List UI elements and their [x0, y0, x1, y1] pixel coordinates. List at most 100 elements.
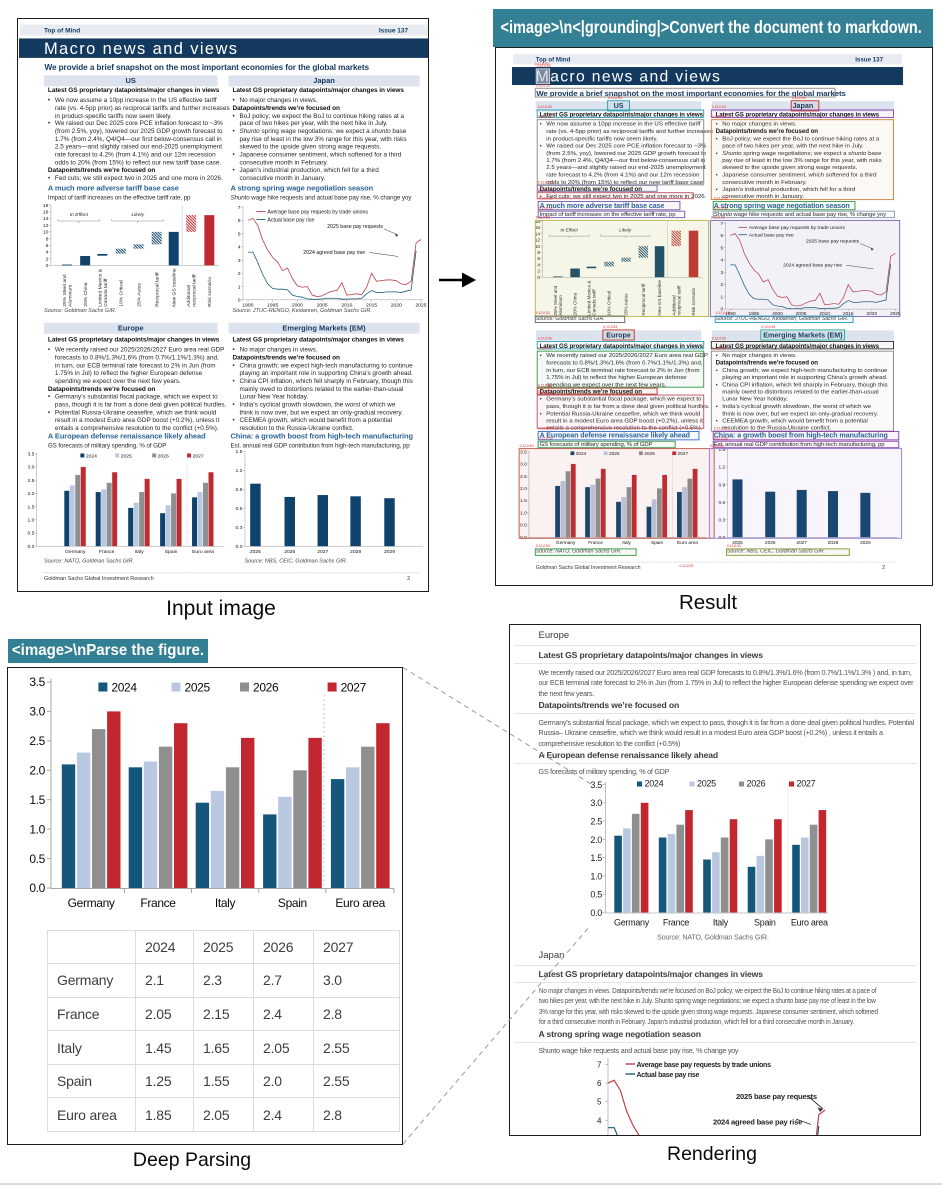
svg-text:1.5: 1.5 [520, 498, 527, 503]
svg-text:2.5: 2.5 [27, 478, 34, 484]
svg-text:2.5: 2.5 [520, 474, 527, 479]
svg-text:2025: 2025 [732, 540, 743, 545]
svg-text:reciprocal tariff: reciprocal tariff [191, 274, 197, 307]
svg-text:0.0: 0.0 [29, 881, 45, 895]
svg-text:2026: 2026 [157, 453, 168, 459]
svg-text:5: 5 [720, 245, 723, 250]
svg-text:1.2: 1.2 [235, 468, 242, 474]
svg-text:Likely: Likely [131, 212, 144, 218]
svg-text:France: France [662, 918, 689, 928]
svg-text:3.0: 3.0 [27, 465, 34, 471]
svg-text:New GS baseline: New GS baseline [171, 268, 177, 307]
svg-text:2024: 2024 [111, 681, 137, 695]
svg-text:Source: NATO, Goldman Sachs GI: Source: NATO, Goldman Sachs GIR. [657, 935, 769, 942]
svg-text:2026: 2026 [764, 540, 775, 545]
svg-text:0: 0 [237, 298, 240, 304]
svg-text:1.5: 1.5 [590, 853, 602, 863]
svg-text:Italy: Italy [215, 896, 236, 910]
svg-text:2025: 2025 [249, 549, 260, 555]
svg-text:1.5: 1.5 [718, 448, 725, 452]
svg-text:Additional: Additional [671, 295, 676, 315]
svg-text:4: 4 [597, 1116, 602, 1125]
svg-text:Actual base pay rise: Actual base pay rise [748, 233, 793, 239]
svg-text:Average base pay requests by t: Average base pay requests by trade union… [267, 210, 368, 216]
svg-text:2000: 2000 [291, 302, 302, 308]
svg-text:Spain: Spain [164, 549, 177, 555]
svg-text:Average base pay requests by t: Average base pay requests by trade union… [748, 225, 844, 231]
svg-text:2.0: 2.0 [27, 491, 34, 497]
svg-text:0.5: 0.5 [29, 852, 45, 866]
svg-text:reciprocal tariff: reciprocal tariff [676, 285, 681, 316]
svg-text:In Effect: In Effect [560, 228, 578, 233]
svg-text:5: 5 [237, 231, 240, 237]
svg-text:Italy: Italy [712, 918, 728, 928]
svg-text:2015: 2015 [842, 311, 853, 316]
svg-text:1.0: 1.0 [27, 518, 34, 524]
svg-text:Canada tariff: Canada tariff [102, 278, 108, 307]
svg-text:France: France [140, 896, 176, 910]
svg-text:6: 6 [237, 218, 240, 224]
svg-text:4: 4 [720, 258, 723, 263]
svg-text:Aluminum: Aluminum [558, 295, 563, 316]
svg-text:0.5: 0.5 [590, 890, 602, 900]
svg-text:Risk scenario: Risk scenario [207, 277, 213, 307]
svg-text:Euro area: Euro area [192, 549, 214, 555]
svg-text:10: 10 [534, 244, 540, 249]
svg-text:2027: 2027 [796, 779, 815, 789]
svg-text:0.3: 0.3 [235, 525, 242, 531]
svg-text:0.5: 0.5 [520, 523, 527, 528]
svg-text:12: 12 [42, 223, 48, 229]
svg-text:8: 8 [45, 236, 48, 242]
svg-text:Spain: Spain [278, 896, 307, 910]
svg-text:2024: 2024 [644, 779, 663, 789]
svg-text:2024 agreed base pay rise: 2024 agreed base pay rise [713, 1117, 802, 1126]
svg-text:1.0: 1.0 [590, 871, 602, 881]
svg-text:25% Steel and: 25% Steel and [552, 285, 557, 315]
svg-text:2025: 2025 [697, 779, 716, 789]
svg-text:France: France [98, 549, 114, 555]
svg-text:Spain: Spain [754, 918, 776, 928]
svg-text:2024 agreed base pay rise: 2024 agreed base pay rise [783, 263, 842, 269]
svg-text:2010: 2010 [819, 311, 830, 316]
svg-text:6: 6 [537, 256, 540, 261]
svg-text:0.9: 0.9 [235, 487, 242, 493]
svg-text:14: 14 [42, 216, 48, 222]
svg-text:Average base pay requests by t: Average base pay requests by trade union… [636, 1062, 771, 1069]
svg-text:Euro area: Euro area [335, 896, 385, 910]
svg-text:0.0: 0.0 [27, 544, 34, 550]
svg-text:3.5: 3.5 [29, 675, 45, 689]
svg-text:2026: 2026 [644, 451, 655, 456]
svg-text:2: 2 [45, 256, 48, 262]
svg-text:New GS baseline: New GS baseline [657, 280, 662, 316]
svg-text:0.9: 0.9 [718, 482, 725, 487]
svg-text:Germany: Germany [555, 540, 575, 545]
svg-text:1995: 1995 [748, 311, 759, 316]
svg-text:Additional: Additional [186, 285, 192, 307]
svg-text:2.0: 2.0 [520, 486, 527, 491]
svg-text:2029: 2029 [860, 540, 871, 545]
svg-text:2026: 2026 [284, 549, 295, 555]
svg-text:3: 3 [237, 258, 240, 264]
svg-text:2024: 2024 [575, 451, 586, 456]
svg-text:0.6: 0.6 [235, 506, 242, 512]
svg-text:2015: 2015 [366, 302, 377, 308]
svg-text:1990: 1990 [725, 311, 736, 316]
svg-text:6: 6 [720, 233, 723, 238]
svg-text:1: 1 [237, 284, 240, 290]
svg-text:14: 14 [534, 232, 540, 237]
svg-text:0: 0 [720, 307, 723, 312]
svg-text:2028: 2028 [827, 540, 838, 545]
svg-text:6: 6 [45, 243, 48, 249]
svg-text:2026: 2026 [253, 681, 279, 695]
svg-text:2027: 2027 [796, 540, 807, 545]
svg-text:1995: 1995 [267, 302, 278, 308]
svg-text:1.2: 1.2 [718, 465, 725, 470]
svg-text:2026: 2026 [746, 779, 765, 789]
svg-text:Euro area: Euro area [677, 540, 698, 545]
svg-text:Likely: Likely [619, 228, 632, 233]
svg-text:Limited Mexico &: Limited Mexico & [586, 280, 591, 316]
svg-text:0.3: 0.3 [718, 518, 725, 523]
svg-text:25% Autos: 25% Autos [136, 283, 142, 307]
svg-text:Reciprocal tariff: Reciprocal tariff [154, 272, 160, 307]
svg-text:Germany: Germany [68, 896, 115, 910]
